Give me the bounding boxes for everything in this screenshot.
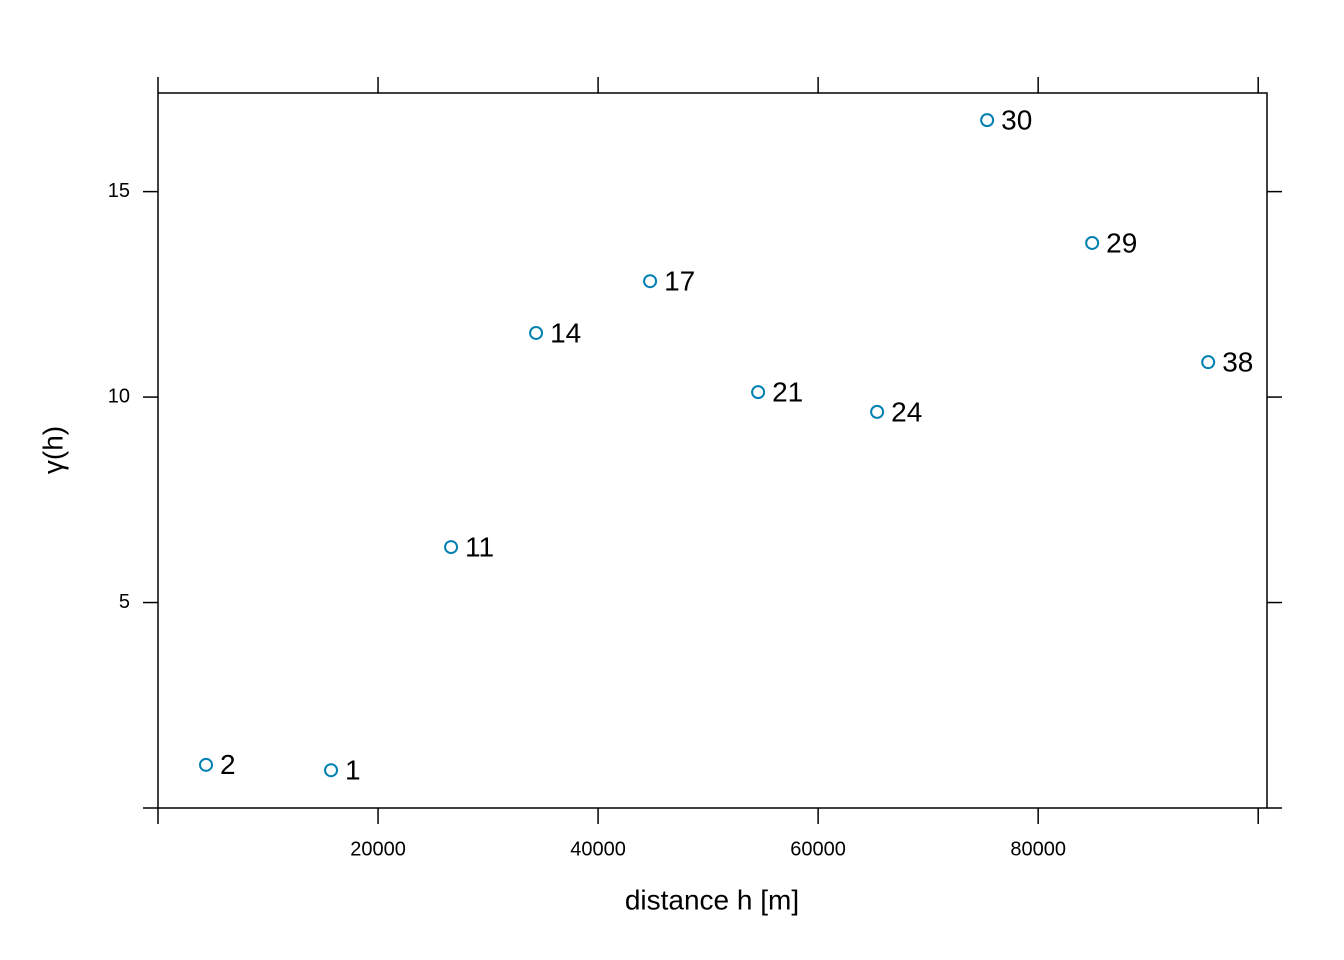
- point: [870, 404, 885, 419]
- y-tick-label: 10: [108, 385, 130, 407]
- x-tick-label: 60000: [790, 838, 846, 860]
- x-tick-label: 20000: [350, 838, 406, 860]
- point-label: 14: [550, 317, 581, 348]
- point-label: 21: [772, 377, 803, 408]
- point: [980, 113, 995, 128]
- point-label: 17: [664, 266, 695, 297]
- point: [324, 763, 339, 778]
- point-label: 38: [1222, 347, 1253, 378]
- point-label: 29: [1106, 227, 1137, 258]
- x-tick-label: 80000: [1010, 838, 1066, 860]
- plot-frame: [157, 92, 1268, 809]
- point-label: 24: [891, 396, 922, 427]
- y-tick-label: 15: [108, 180, 130, 202]
- point: [529, 325, 544, 340]
- x-tick-label: 40000: [570, 838, 626, 860]
- point: [199, 757, 214, 772]
- point: [1085, 235, 1100, 250]
- y-tick-label: 5: [119, 591, 130, 613]
- point: [751, 385, 766, 400]
- point-label: 30: [1001, 105, 1032, 136]
- point: [643, 274, 658, 289]
- point-label: 1: [345, 755, 361, 786]
- point-label: 2: [220, 749, 236, 780]
- x-axis-title: distance h [m]: [625, 884, 799, 915]
- point-label: 11: [465, 531, 494, 562]
- point: [1201, 355, 1216, 370]
- y-axis-title: γ(h): [37, 426, 68, 474]
- point: [444, 540, 459, 555]
